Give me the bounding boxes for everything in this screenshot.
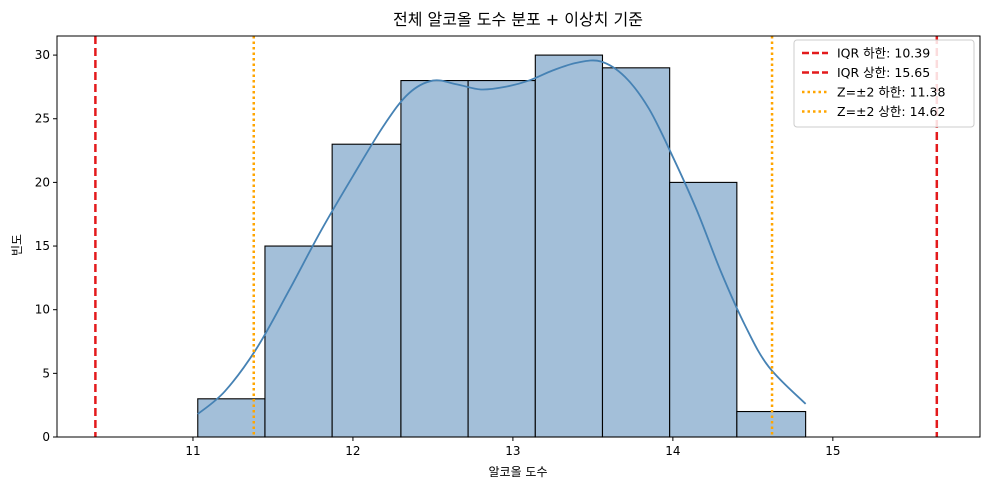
histogram-bar: [534, 54, 604, 438]
legend-entry-label: Z=±2 상한: 14.62: [837, 104, 945, 119]
legend-box: [793, 39, 975, 128]
chart-title: 전체 알코올 도수 분포 + 이상치 기준: [393, 10, 643, 29]
x-tick-label: 11: [185, 444, 200, 458]
y-tick-label: 30: [35, 48, 50, 62]
y-tick-label: 15: [35, 239, 50, 253]
y-tick-label: 20: [35, 175, 50, 189]
histogram-bar: [264, 245, 333, 438]
axes: 11 12 13 14 15 0 5 10 15 20 25 30: [35, 35, 981, 458]
histogram-bar: [669, 181, 738, 438]
histogram-bar: [467, 80, 536, 438]
y-tick-label: 0: [42, 430, 50, 444]
plot-area: [94, 36, 939, 438]
x-tick-label: 15: [825, 444, 840, 458]
legend-entry-label: Z=±2 하한: 11.38: [837, 85, 945, 100]
y-tick-label: 25: [35, 112, 50, 126]
legend-entry-label: IQR 상한: 15.65: [837, 65, 930, 80]
histogram-bar: [400, 80, 469, 438]
y-tick-label: 5: [42, 366, 50, 380]
legend-entry-label: IQR 하한: 10.39: [837, 46, 930, 61]
plot-frame: [56, 35, 981, 438]
y-tick-label: 10: [35, 303, 50, 317]
x-tick-label: 14: [665, 444, 680, 458]
legend: IQR 하한: 10.39 IQR 상한: 15.65 Z=±2 하한: 11.38…: [793, 39, 975, 128]
histogram-bar: [601, 67, 671, 438]
x-axis-label: 알코올 도수: [488, 465, 547, 479]
histogram-bar: [331, 143, 402, 438]
kde-curve: [197, 59, 807, 415]
y-axis-label: 빈도: [10, 234, 24, 256]
x-tick-label: 13: [505, 444, 520, 458]
x-tick-label: 12: [345, 444, 360, 458]
